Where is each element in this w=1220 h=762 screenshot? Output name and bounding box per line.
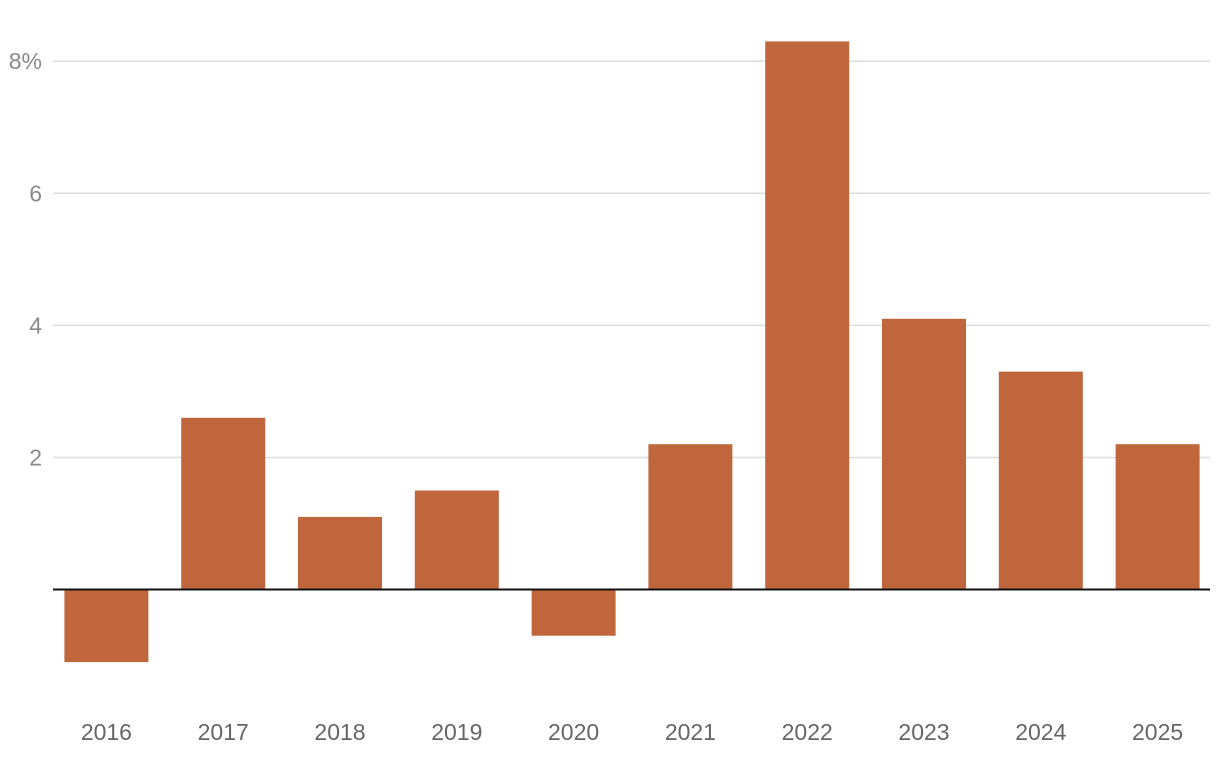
y-tick-label: 8%: [9, 48, 42, 74]
x-tick-label: 2023: [898, 719, 949, 745]
bar-2016: [64, 589, 149, 663]
y-axis-tick-labels: 2 4 6 8%: [9, 48, 42, 470]
x-tick-label: 2020: [548, 719, 599, 745]
bars: [64, 41, 1200, 663]
bar-2024: [998, 371, 1083, 590]
x-tick-label: 2025: [1132, 719, 1183, 745]
x-tick-label: 2021: [665, 719, 716, 745]
bar-2017: [181, 417, 266, 590]
bar-2021: [648, 444, 733, 590]
bar-2020: [531, 589, 616, 636]
y-tick-label: 4: [29, 312, 42, 338]
x-tick-label: 2022: [782, 719, 833, 745]
x-axis-tick-labels: 2016 2017 2018 2019 2020 2021 2022 2023 2024 2025: [81, 719, 1183, 745]
x-tick-label: 2017: [198, 719, 249, 745]
bar-2022: [765, 41, 850, 590]
y-tick-label: 2: [29, 444, 42, 470]
x-tick-label: 2018: [314, 719, 365, 745]
x-tick-label: 2024: [1015, 719, 1066, 745]
bar-2018: [298, 516, 382, 590]
bar-2023: [882, 318, 966, 590]
x-tick-label: 2019: [431, 719, 482, 745]
x-tick-label: 2016: [81, 719, 132, 745]
bar-2019: [414, 490, 499, 590]
bar-2025: [1115, 444, 1200, 590]
y-tick-label: 6: [29, 180, 42, 206]
